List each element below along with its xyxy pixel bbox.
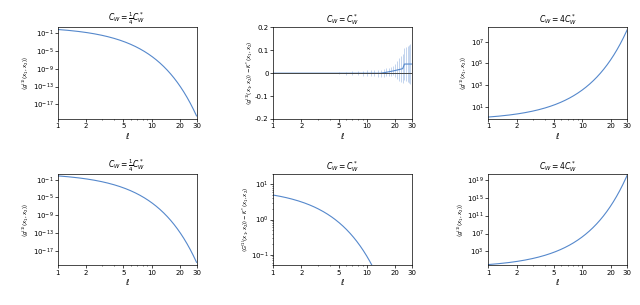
Title: $C_W = C^*_W$: $C_W = C^*_W$ xyxy=(326,159,359,174)
Y-axis label: $\langle G^{(1)}(x_1, x_2) \rangle - K^*(x_1, x_2)$: $\langle G^{(1)}(x_1, x_2) \rangle - K^*… xyxy=(241,187,251,252)
Title: $C_W = 4C^*_W$: $C_W = 4C^*_W$ xyxy=(539,159,577,174)
X-axis label: $\ell$: $\ell$ xyxy=(340,277,345,287)
Y-axis label: $\langle g^{(1)}(x_1, x_2) \rangle$: $\langle g^{(1)}(x_1, x_2) \rangle$ xyxy=(21,56,31,90)
Title: $C_W = C^*_W$: $C_W = C^*_W$ xyxy=(326,13,359,27)
Y-axis label: $\langle g^{(1)}(x_1, x_2) \rangle$: $\langle g^{(1)}(x_1, x_2) \rangle$ xyxy=(459,56,469,90)
X-axis label: $\ell$: $\ell$ xyxy=(556,131,560,141)
X-axis label: $\ell$: $\ell$ xyxy=(125,131,129,141)
Y-axis label: $\langle g^{(1)}(x_1, x_2) \rangle$: $\langle g^{(1)}(x_1, x_2) \rangle$ xyxy=(21,203,31,237)
X-axis label: $\ell$: $\ell$ xyxy=(125,277,129,287)
Y-axis label: $\langle g^{(1)}(x_1, x_2) \rangle - K^*(x_1, x_2)$: $\langle g^{(1)}(x_1, x_2) \rangle - K^*… xyxy=(244,41,255,105)
X-axis label: $\ell$: $\ell$ xyxy=(556,277,560,287)
Y-axis label: $\langle g^{(1)}(x_1, x_2) \rangle$: $\langle g^{(1)}(x_1, x_2) \rangle$ xyxy=(456,203,466,237)
Title: $C_W = \frac{1}{4}C^*_W$: $C_W = \frac{1}{4}C^*_W$ xyxy=(108,158,146,174)
X-axis label: $\ell$: $\ell$ xyxy=(340,131,345,141)
Title: $C_W = 4C^*_W$: $C_W = 4C^*_W$ xyxy=(539,13,577,27)
Title: $C_W = \frac{1}{4}C^*_W$: $C_W = \frac{1}{4}C^*_W$ xyxy=(108,11,146,27)
